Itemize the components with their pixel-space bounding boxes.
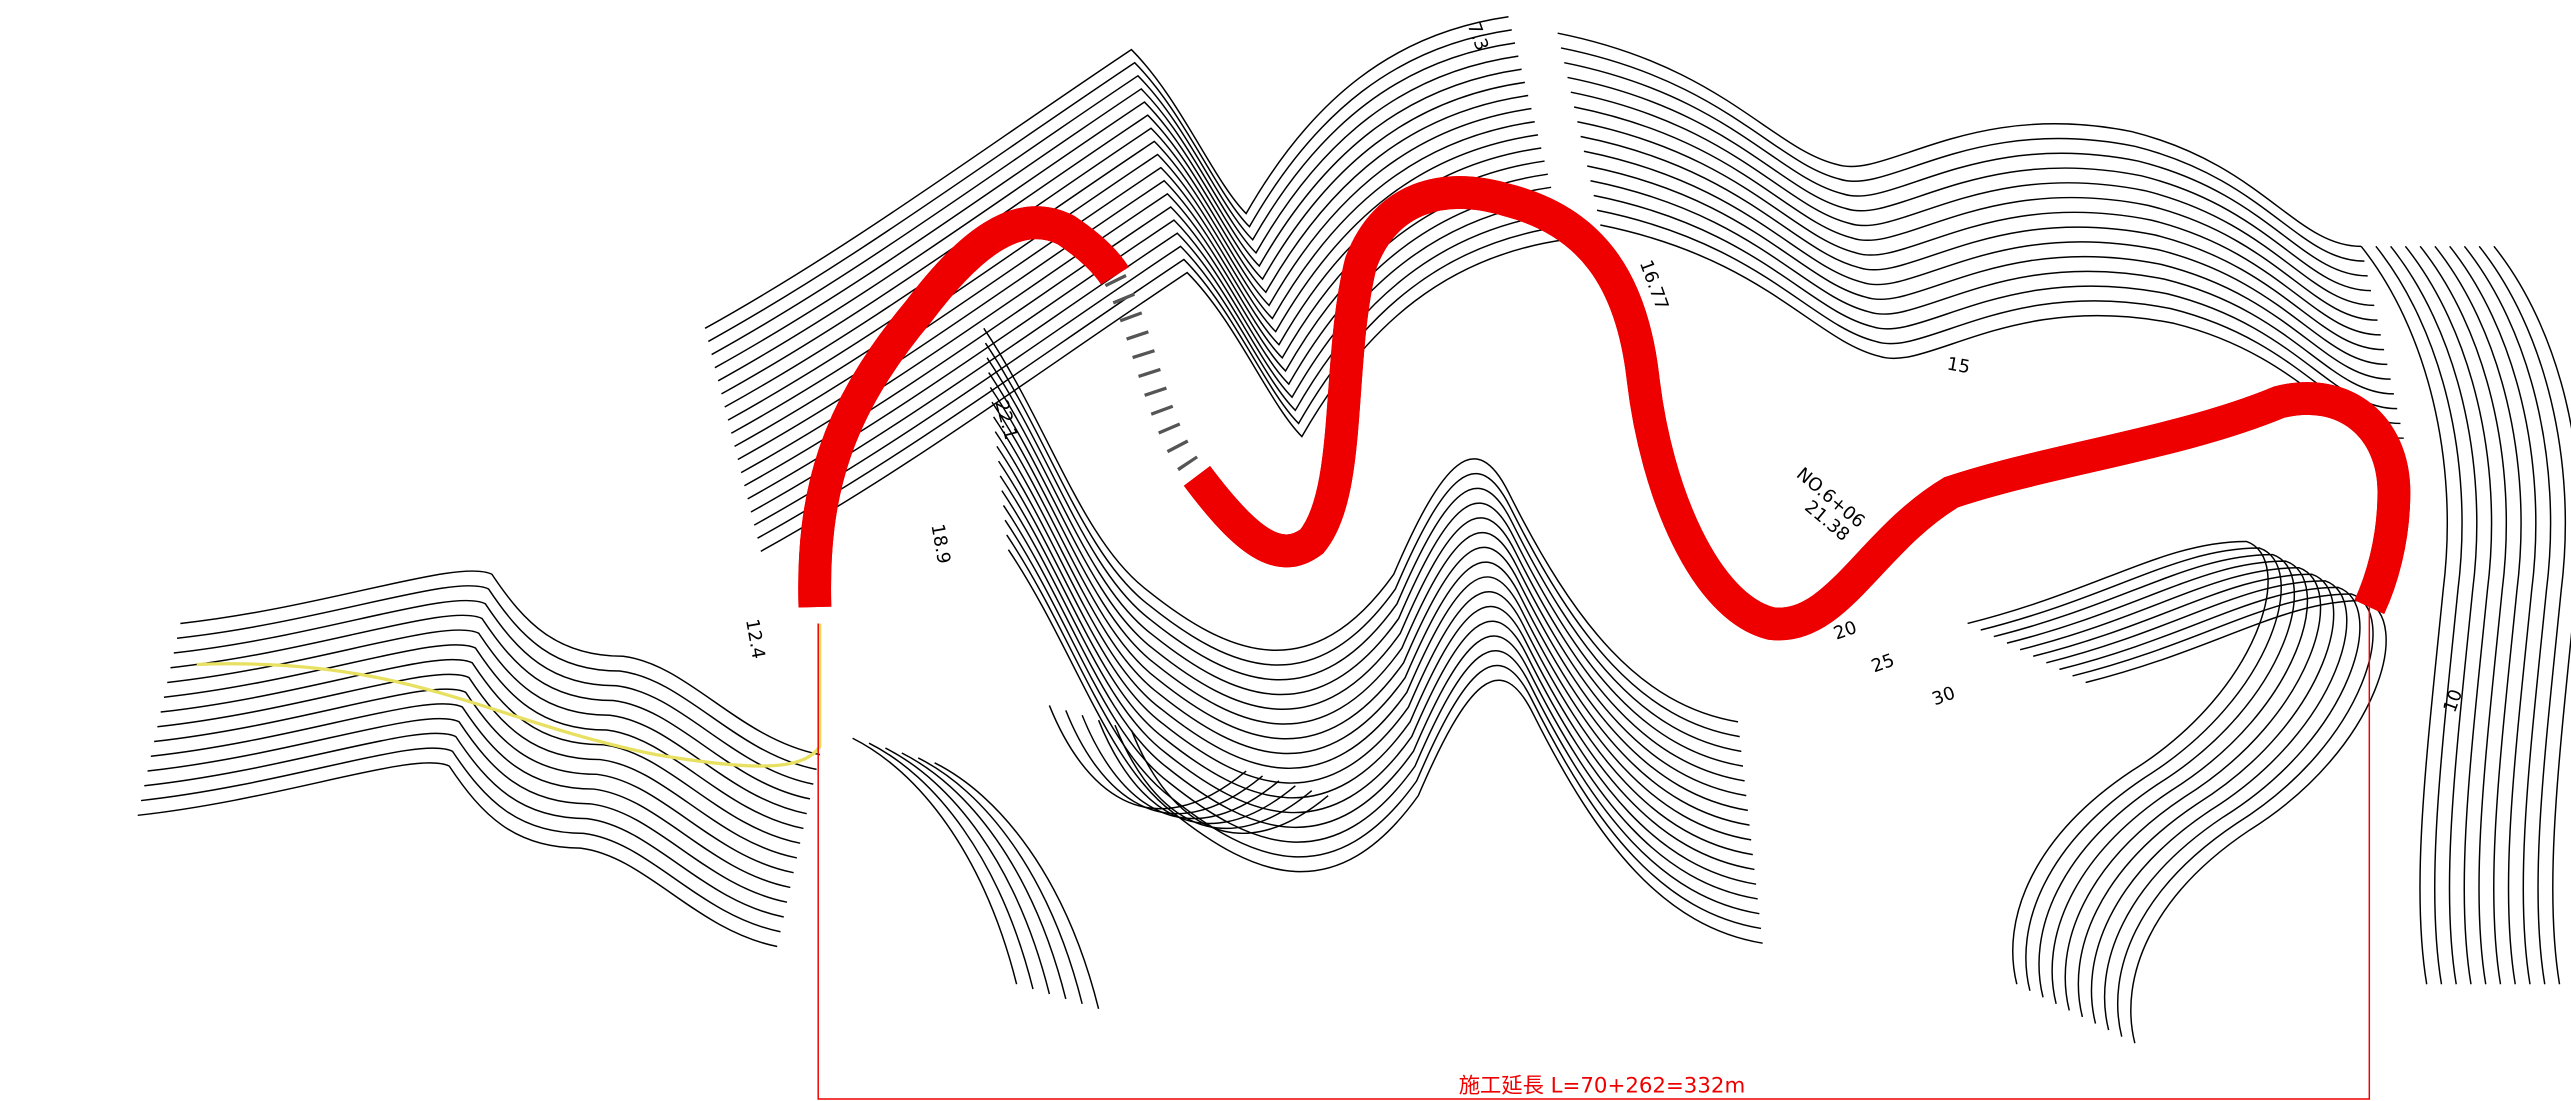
contour bbox=[2006, 560, 2308, 1005]
contour bbox=[1001, 490, 1757, 885]
contour bbox=[934, 729, 1329, 1009]
contour bbox=[747, 186, 1552, 500]
contour bbox=[750, 199, 1555, 513]
contour bbox=[157, 673, 798, 859]
contour bbox=[1002, 505, 1758, 900]
contour bbox=[760, 239, 1565, 552]
contour bbox=[150, 703, 791, 889]
contour-label: 15 bbox=[1945, 354, 1971, 379]
contour bbox=[868, 710, 1264, 990]
contour bbox=[724, 94, 1529, 408]
contour bbox=[721, 81, 1525, 395]
contour bbox=[2478, 245, 2567, 985]
contour bbox=[1006, 534, 1762, 930]
contour bbox=[154, 688, 794, 874]
contour bbox=[160, 658, 801, 844]
contour bbox=[1577, 121, 2381, 336]
contour bbox=[147, 717, 788, 903]
contour bbox=[852, 705, 1247, 985]
contour bbox=[1007, 549, 1763, 944]
contour-label: 12.4 bbox=[741, 617, 769, 660]
contour bbox=[2449, 245, 2537, 985]
contour bbox=[1593, 194, 2398, 410]
contour bbox=[2019, 566, 2322, 1011]
contour bbox=[885, 715, 1280, 995]
contour bbox=[714, 55, 1519, 369]
contour bbox=[707, 29, 1512, 343]
construction-extent-bracket bbox=[817, 607, 2371, 1100]
contour bbox=[744, 173, 1548, 487]
contour bbox=[994, 431, 1750, 826]
contour bbox=[2375, 245, 2463, 985]
contour bbox=[988, 372, 1744, 767]
contour bbox=[1573, 106, 2378, 321]
contour bbox=[711, 42, 1516, 356]
contour bbox=[1590, 180, 2394, 395]
contour bbox=[997, 460, 1753, 856]
contour-label: 25 bbox=[1869, 650, 1898, 678]
yellow-centerline bbox=[196, 623, 822, 768]
contour bbox=[1596, 209, 2401, 425]
contour bbox=[1004, 519, 1760, 915]
contour bbox=[901, 719, 1296, 1000]
contour bbox=[2072, 593, 2374, 1037]
contour bbox=[2404, 245, 2493, 985]
contour bbox=[753, 212, 1558, 526]
contour bbox=[727, 107, 1532, 421]
contour bbox=[1980, 547, 2282, 991]
contour bbox=[1557, 32, 2362, 248]
contour bbox=[140, 747, 781, 933]
contour bbox=[2085, 599, 2387, 1044]
contour bbox=[983, 327, 1739, 723]
construction-length: 施工延長 L=70+262=332m bbox=[1459, 1073, 1746, 1098]
contour bbox=[1587, 165, 2391, 380]
construction-road bbox=[815, 193, 2411, 624]
contour bbox=[1993, 553, 2295, 998]
contour bbox=[2390, 245, 2478, 985]
contour bbox=[163, 644, 804, 830]
contour-lines bbox=[137, 16, 2571, 1044]
contour bbox=[986, 357, 1742, 753]
contour bbox=[2463, 245, 2552, 985]
contour bbox=[989, 386, 1745, 782]
contour-label: 18.9 bbox=[926, 522, 954, 565]
contour-label: 22.1 bbox=[990, 398, 1021, 442]
contour bbox=[2419, 245, 2507, 985]
contour bbox=[993, 416, 1749, 812]
contour bbox=[999, 475, 1755, 871]
contour bbox=[177, 585, 817, 771]
contour bbox=[996, 445, 1752, 841]
contour bbox=[2360, 245, 2448, 985]
contour bbox=[1583, 150, 2388, 366]
contour bbox=[984, 342, 1740, 738]
contour-label: 30 bbox=[1929, 683, 1958, 711]
contour bbox=[717, 68, 1522, 382]
contour bbox=[2493, 245, 2571, 985]
contour bbox=[991, 401, 1747, 797]
contour bbox=[757, 225, 1562, 539]
contour-label: 20 bbox=[1831, 617, 1860, 645]
contour bbox=[917, 724, 1313, 1005]
contour bbox=[2434, 245, 2522, 985]
contour bbox=[173, 599, 814, 785]
contour bbox=[1564, 61, 2368, 277]
contour bbox=[180, 570, 820, 756]
contour bbox=[1560, 47, 2365, 262]
contour bbox=[137, 762, 778, 948]
contour bbox=[1570, 91, 2375, 307]
contour bbox=[144, 732, 784, 918]
contour bbox=[170, 614, 811, 800]
contour bbox=[2033, 573, 2335, 1018]
contour bbox=[704, 16, 1509, 329]
contour bbox=[1580, 135, 2385, 351]
contour bbox=[2046, 580, 2348, 1024]
contour bbox=[1967, 540, 2269, 985]
road-curbs bbox=[1104, 274, 1206, 484]
contour bbox=[2059, 586, 2361, 1031]
contour bbox=[1567, 76, 2371, 292]
